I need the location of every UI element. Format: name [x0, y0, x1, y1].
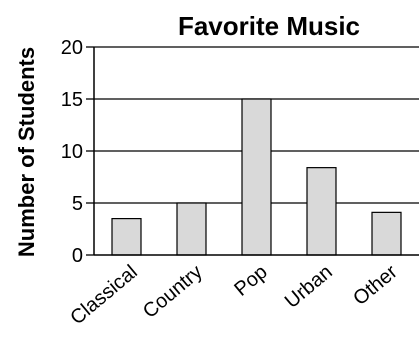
category-label: Country — [139, 261, 207, 323]
bar-classical — [111, 218, 142, 256]
category-label: Other — [349, 261, 402, 310]
chart-title: Favorite Music — [178, 11, 360, 41]
bar-pop — [241, 98, 272, 256]
bar-other — [371, 211, 402, 256]
bars — [111, 98, 402, 256]
category-label: Urban — [281, 261, 337, 313]
y-tick-label: 0 — [72, 245, 83, 267]
bar-country — [176, 202, 207, 256]
y-tick-label: 5 — [72, 193, 83, 215]
category-label: Classical — [66, 261, 141, 329]
y-tick-label: 10 — [61, 141, 83, 163]
y-tick-labels: 0 5 10 15 20 — [61, 37, 83, 267]
y-tick-label: 15 — [61, 89, 83, 111]
y-axis-label: Number of Students — [14, 47, 39, 257]
category-label: Pop — [230, 261, 271, 301]
y-tick-label: 20 — [61, 37, 83, 59]
axes — [86, 46, 419, 256]
bar-urban — [306, 167, 337, 256]
